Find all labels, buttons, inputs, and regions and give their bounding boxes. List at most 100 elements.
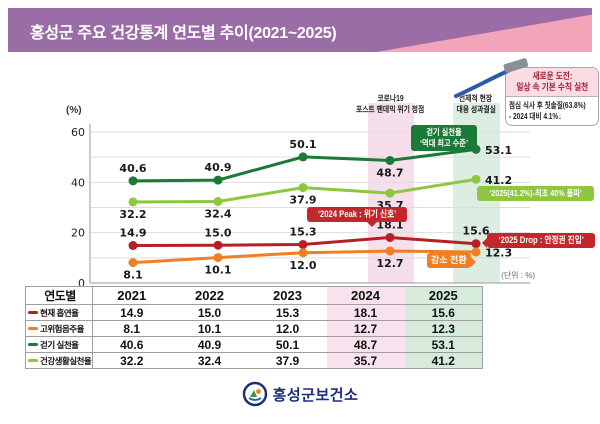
value-cell-drinking-2023: 12.0 <box>248 320 327 337</box>
data-point-label: 15.3 <box>289 225 316 238</box>
callout-body: 점심 식사 후 칫솔질(63.8%) - 2024 대비 4.1%↓ <box>506 97 598 125</box>
data-point-healthy-life-2025 <box>471 174 481 184</box>
callout-header-line2: 일상 속 기본 수칙 실천 <box>516 82 588 92</box>
data-point-walking-2024 <box>385 155 395 165</box>
data-point-drinking-2021 <box>128 258 138 268</box>
data-point-smoking-2023 <box>298 239 308 249</box>
smoking-2025-drop-badge: ‘2025 Drop : 안정권 진입’ <box>481 233 596 248</box>
legend-swatch-icon <box>28 358 38 362</box>
series-name: 고위험음주율 <box>40 323 84 334</box>
value-cell-healthy-life-2021: 32.2 <box>92 352 171 369</box>
data-point-drinking-2022 <box>213 253 223 263</box>
toothbrush-icon <box>454 58 529 98</box>
data-point-smoking-2025 <box>471 239 481 249</box>
value-cell-walking-2021: 40.6 <box>92 336 171 353</box>
data-point-healthy-life-2024 <box>385 188 395 198</box>
healthy-life-40-badge-text: ‘2025(41.2%)-최초 40% 돌파’ <box>489 188 583 198</box>
series-name: 건강생활실천율 <box>40 355 92 366</box>
data-point-walking-2023 <box>298 152 308 162</box>
value-cell-smoking-2022: 15.0 <box>170 304 249 321</box>
walking-record-badge-line2: ‘역대 최고 수준’ <box>420 138 468 148</box>
band-2024-label: 코로나19 포스트 팬데믹 위기 정점 <box>330 93 450 115</box>
value-cell-walking-2022: 40.9 <box>170 336 249 353</box>
value-cell-walking-2024: 48.7 <box>326 336 405 353</box>
data-point-healthy-life-2021 <box>128 197 138 207</box>
band-2024-label-line1: 코로나19 <box>376 94 404 103</box>
series-name: 걷기 실천율 <box>40 339 79 350</box>
series-label-cell: 걷기 실천율 <box>25 336 93 353</box>
data-point-label: 12.3 <box>485 247 512 260</box>
smoking-2024-peak-badge: ‘2024 Peak : 위기 신호’ <box>307 207 408 227</box>
data-point-label: 50.1 <box>289 138 316 151</box>
data-point-label: 10.1 <box>204 264 231 277</box>
data-point-label: 15.6 <box>462 225 489 238</box>
year-header-2021: 2021 <box>92 286 171 305</box>
data-point-walking-2022 <box>213 175 223 185</box>
legend-swatch-icon <box>28 342 38 346</box>
data-point-healthy-life-2022 <box>213 196 223 206</box>
drinking-decline-badge: 감소 전환 <box>427 253 476 268</box>
data-point-smoking-2024 <box>385 232 395 242</box>
data-point-label: 48.7 <box>376 166 403 179</box>
page-title: 홍성군 주요 건강통계 연도별 추이(2021~2025) <box>30 25 337 42</box>
value-cell-smoking-2023: 15.3 <box>248 304 327 321</box>
smoking-2025-drop-badge-text: ‘2025 Drop : 안정권 진입’ <box>498 235 584 245</box>
series-drinking: 8.1 10.1 12.0 12.7 12.3 <box>123 246 512 282</box>
data-point-label: 15.0 <box>204 226 231 239</box>
callout-body-line2: - 2024 대비 4.1%↓ <box>509 112 562 121</box>
series-label-cell: 고위험음주율 <box>25 320 93 337</box>
data-point-healthy-life-2023 <box>298 183 308 193</box>
value-cell-healthy-life-2023: 37.9 <box>248 352 327 369</box>
table-row-healthy-life: 건강생활실천율 32.2 32.4 37.9 35.7 41.2 <box>25 352 483 369</box>
band-2024-label-line2: 포스트 팬데믹 위기 정점 <box>355 105 425 114</box>
table-row-smoking: 현재 흡연율 14.9 15.0 15.3 18.1 15.6 <box>25 304 483 321</box>
table-row-walking: 걷기 실천율 40.6 40.9 50.1 48.7 53.1 <box>25 336 483 353</box>
y-axis-unit-label: (%) <box>66 105 82 116</box>
data-point-label: 53.1 <box>485 144 512 157</box>
table-row-drinking: 고위험음주율 8.1 10.1 12.0 12.7 12.3 <box>25 320 483 337</box>
legend-swatch-icon <box>28 310 38 314</box>
data-point-label: 32.2 <box>119 208 146 221</box>
data-point-label: 32.4 <box>204 207 231 220</box>
value-cell-healthy-life-2022: 32.4 <box>170 352 249 369</box>
healthy-life-40-badge: ‘2025(41.2%)-최초 40% 돌파’ <box>477 186 595 201</box>
year-header-2024: 2024 <box>326 286 405 305</box>
data-point-label: 41.2 <box>485 174 512 187</box>
series-smoking: 14.9 15.0 15.318.1 15.6 <box>119 218 490 251</box>
series-label-cell: 건강생활실천율 <box>25 352 93 369</box>
band-2025-label: 선제적 현장 대응 성과결실 <box>416 93 536 115</box>
walking-record-badge: 걷기 실천율 ‘역대 최고 수준’ <box>411 125 477 151</box>
value-cell-smoking-2025: 15.6 <box>404 304 483 321</box>
data-point-drinking-2025 <box>471 247 481 257</box>
value-cell-drinking-2024: 12.7 <box>326 320 405 337</box>
y-tick-label: 0 <box>78 277 85 290</box>
value-cell-drinking-2025: 12.3 <box>404 320 483 337</box>
table-header-row: 연도별 2021 2022 2023 2024 2025 <box>25 286 483 305</box>
data-point-drinking-2024 <box>385 246 395 256</box>
y-tick-label: 20 <box>71 227 85 240</box>
y-tick-label: 40 <box>71 176 85 189</box>
series-label-cell: 현재 흡연율 <box>25 304 93 321</box>
data-point-smoking-2022 <box>213 240 223 250</box>
data-point-label: 12.0 <box>289 259 316 272</box>
value-cell-healthy-life-2024: 35.7 <box>326 352 405 369</box>
callout-header-line1: 새로운 도전: <box>532 71 572 81</box>
y-tick-label: 60 <box>71 126 85 139</box>
data-point-label: 40.6 <box>119 162 146 175</box>
band-2025-label-line2: 대응 성과결실 <box>456 105 496 114</box>
unit-note: (단위 : %) <box>501 271 535 280</box>
footer: 홍성군보건소 <box>0 381 600 407</box>
band-2025-label-line1: 선제적 현장 <box>459 94 493 103</box>
data-point-label: 40.9 <box>204 161 231 174</box>
series-name: 현재 흡연율 <box>40 307 79 318</box>
data-point-walking-2021 <box>128 176 138 186</box>
drinking-decline-badge-text: 감소 전환 <box>431 255 467 265</box>
year-header-2025: 2025 <box>404 286 483 305</box>
health-center-emblem-icon <box>242 381 267 407</box>
smoking-2024-peak-badge-text: ‘2024 Peak : 위기 신호’ <box>317 209 397 219</box>
value-cell-drinking-2022: 10.1 <box>170 320 249 337</box>
data-point-label: 8.1 <box>123 269 143 282</box>
footer-org-name: 홍성군보건소 <box>272 386 359 404</box>
data-point-drinking-2023 <box>298 248 308 258</box>
